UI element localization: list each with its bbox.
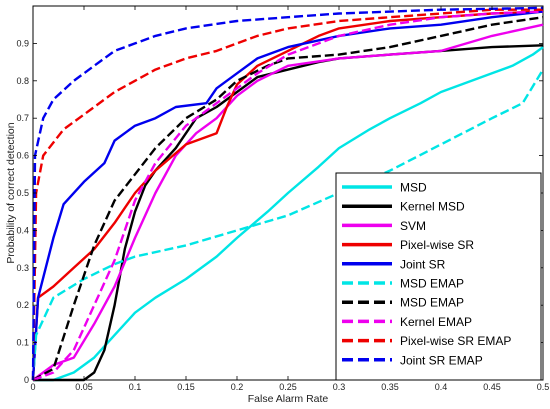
y-axis-title: Probability of correct detection (5, 122, 17, 263)
x-tick-label: 0.05 (75, 382, 93, 392)
x-tick-label: 0.25 (279, 382, 297, 392)
series-line-10 (31, 6, 544, 381)
y-tick-label: 0.8 (16, 76, 29, 86)
legend-label-7: MSD EMAP (400, 296, 464, 310)
series-line-9 (31, 8, 543, 381)
x-tick-label: 0.15 (177, 382, 195, 392)
legend-label-1: MSD (400, 181, 427, 195)
x-tick-label: 0.5 (537, 382, 550, 392)
series-line-8 (32, 10, 544, 382)
series-layer (31, 6, 545, 382)
legend-label-8: Kernel EMAP (400, 315, 472, 329)
legend: MSD Kernel MSD SVM Pixel-wise SR Joint SR MSD… (335, 172, 542, 381)
y-tick-label: 0.7 (16, 113, 29, 123)
x-tick-label: 0.2 (231, 382, 244, 392)
y-tick-label: 0.9 (16, 38, 29, 48)
y-tick-label: 0.6 (16, 151, 29, 161)
legend-label-4: Pixel-wise SR (400, 238, 474, 252)
series-line-5 (31, 10, 544, 381)
x-tick-label: 0.35 (381, 382, 399, 392)
legend-label-2: Kernel MSD (400, 200, 465, 214)
y-axis: 0 0.1 0.2 0.3 0.4 0.5 0.6 0.7 0.8 0.9 (16, 38, 543, 385)
x-tick-label: 0.1 (129, 382, 142, 392)
x-tick-label: 0.4 (435, 382, 448, 392)
y-tick-label: 0.4 (16, 225, 29, 235)
x-tick-label: 0 (30, 382, 35, 392)
legend-label-3: SVM (400, 219, 426, 233)
y-tick-label: 0.3 (16, 263, 29, 273)
x-axis: 0 0.05 0.1 0.15 0.2 0.25 0.3 0.35 0.4 0.45 0.5 (30, 6, 549, 392)
y-tick-label: 0 (24, 375, 29, 385)
series-line-4 (31, 10, 544, 381)
legend-label-5: Joint SR (400, 257, 446, 271)
legend-label-10: Joint SR EMAP (400, 353, 483, 367)
y-tick-label: 0.1 (16, 338, 29, 348)
series-line-6 (31, 68, 545, 381)
series-line-3 (32, 23, 544, 381)
x-tick-label: 0.45 (483, 382, 501, 392)
y-tick-label: 0.2 (16, 300, 29, 310)
legend-label-9: Pixel-wise SR EMAP (400, 334, 511, 348)
legend-label-6: MSD EMAP (400, 277, 464, 291)
x-tick-label: 0.3 (333, 382, 346, 392)
series-line-7 (32, 16, 544, 382)
y-tick-label: 0.5 (16, 188, 29, 198)
x-axis-title: False Alarm Rate (248, 393, 329, 405)
series-line-1 (33, 46, 544, 382)
